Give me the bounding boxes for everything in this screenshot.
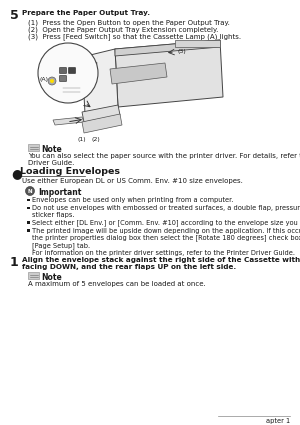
Text: Important: Important xyxy=(38,188,81,197)
FancyBboxPatch shape xyxy=(27,207,29,209)
Text: The printed image will be upside down depending on the application. If this occu: The printed image will be upside down de… xyxy=(32,227,300,256)
Text: (A): (A) xyxy=(40,76,49,82)
Polygon shape xyxy=(175,40,220,47)
FancyBboxPatch shape xyxy=(59,68,67,74)
FancyBboxPatch shape xyxy=(27,198,29,201)
Circle shape xyxy=(48,77,56,85)
Polygon shape xyxy=(82,114,122,133)
FancyBboxPatch shape xyxy=(68,68,76,74)
Text: N: N xyxy=(28,189,32,194)
Circle shape xyxy=(50,79,54,83)
Text: A maximum of 5 envelopes can be loaded at once.: A maximum of 5 envelopes can be loaded a… xyxy=(28,281,206,287)
Text: Do not use envelopes with embossed or treated surfaces, a double flap, pressure : Do not use envelopes with embossed or tr… xyxy=(32,205,300,218)
Text: (3): (3) xyxy=(177,49,186,54)
Text: Select either [DL Env.] or [Comm. Env. #10] according to the envelope size you a: Select either [DL Env.] or [Comm. Env. #… xyxy=(32,219,300,226)
Text: 5: 5 xyxy=(10,9,19,22)
Polygon shape xyxy=(110,63,167,84)
Text: Align the envelope stack against the right side of the Cassette with the print s: Align the envelope stack against the rig… xyxy=(22,257,300,270)
Circle shape xyxy=(26,187,34,196)
Polygon shape xyxy=(115,40,223,107)
Text: Note: Note xyxy=(41,272,62,281)
Polygon shape xyxy=(82,49,118,114)
Text: (1)  Press the Open Button to open the Paper Output Tray.: (1) Press the Open Button to open the Pa… xyxy=(28,19,230,26)
Text: (2)  Open the Paper Output Tray Extension completely.: (2) Open the Paper Output Tray Extension… xyxy=(28,26,218,32)
Text: (2): (2) xyxy=(91,137,100,142)
FancyBboxPatch shape xyxy=(59,76,67,82)
FancyBboxPatch shape xyxy=(28,144,39,151)
Text: ●: ● xyxy=(11,167,22,180)
Text: Prepare the Paper Output Tray.: Prepare the Paper Output Tray. xyxy=(22,10,150,16)
FancyBboxPatch shape xyxy=(27,229,29,232)
Text: Use either European DL or US Comm. Env. #10 size envelopes.: Use either European DL or US Comm. Env. … xyxy=(22,178,243,184)
FancyBboxPatch shape xyxy=(27,221,29,224)
Text: apter 1: apter 1 xyxy=(266,418,290,424)
Text: Envelopes can be used only when printing from a computer.: Envelopes can be used only when printing… xyxy=(32,197,233,203)
FancyBboxPatch shape xyxy=(28,272,39,279)
Text: (1): (1) xyxy=(77,137,86,142)
Circle shape xyxy=(38,43,98,103)
Text: 1: 1 xyxy=(10,256,19,269)
Text: You can also select the paper source with the printer driver. For details, refer: You can also select the paper source wit… xyxy=(28,153,300,166)
Polygon shape xyxy=(115,40,220,56)
Polygon shape xyxy=(82,105,120,122)
Polygon shape xyxy=(53,117,84,125)
Text: Loading Envelopes: Loading Envelopes xyxy=(20,167,120,176)
Text: (3)  Press [Feed Switch] so that the Cassette Lamp (A) lights.: (3) Press [Feed Switch] so that the Cass… xyxy=(28,33,241,40)
Text: Note: Note xyxy=(41,144,62,153)
